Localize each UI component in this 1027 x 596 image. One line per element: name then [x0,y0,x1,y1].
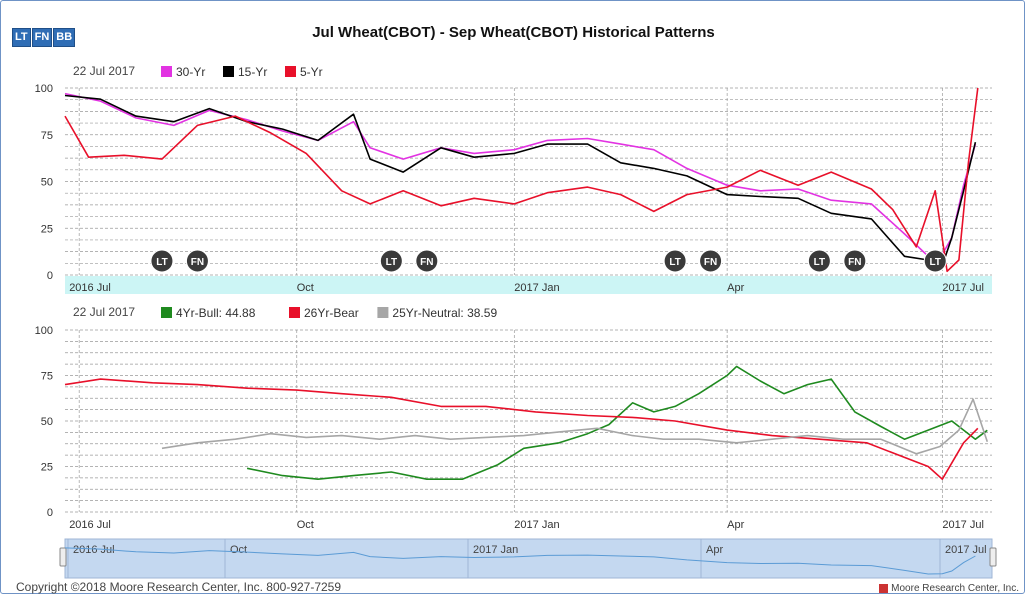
marker-label: LT [814,257,825,268]
y-tick-label: 75 [41,371,53,383]
x-tick-label: 2017 Jul [942,519,984,531]
y-tick-label: 25 [41,462,53,474]
navigator-line [64,547,976,575]
legend-label: 30-Yr [176,65,205,79]
legend-swatch [289,307,300,318]
x-tick-label: 2017 Jan [514,519,559,531]
y-tick-label: 100 [35,83,53,95]
marker-label: LT [930,257,941,268]
series-line-5-yr [64,87,979,273]
tab-fn[interactable]: FN [31,28,53,47]
x-tick-label: Apr [727,519,744,531]
marker-lt [663,249,687,273]
y-tick-label: 75 [41,130,53,142]
navigator-tick-label: Apr [706,544,723,556]
marker-lt [150,249,174,273]
navigator-handle-left [59,547,67,567]
brand-logo-icon [879,584,889,593]
x-tick-label: 2017 Jul [942,282,984,294]
legend-swatch [161,66,172,77]
marker-label: FN [420,257,433,268]
x-axis-band [65,276,992,294]
legend-swatch [161,307,172,318]
marker-lt [379,249,403,273]
series-line-26yr-bear [64,378,979,481]
y-tick-label: 50 [41,416,53,428]
copyright-text: Copyright ©2018 Moore Research Center, I… [16,580,342,594]
legend-label: 5-Yr [300,65,323,79]
marker-label: LT [386,257,397,268]
range-navigator: 2016 Jul Oct 2017 Jan Apr 2017 Jul [59,538,997,579]
legend-label: 4Yr-Bull: 44.88 [176,306,256,320]
y-tick-label: 25 [41,223,53,235]
charts-svg: 0 25 50 75 100 2016 Jul Oct 2017 Jan Apr 2017 Jul… [35,64,997,579]
y-tick-label: 50 [41,177,53,189]
x-tick-label: 2016 Jul [69,519,111,531]
legend-swatch [223,66,234,77]
tab-lt[interactable]: LT [12,28,31,47]
navigator-tick-label: 2017 Jan [473,544,518,556]
legend-label: 15-Yr [238,65,267,79]
marker-fn [843,249,867,273]
view-tabs: LT FN BB [12,28,76,47]
marker-label: FN [704,257,717,268]
marker-label: FN [848,257,861,268]
x-tick-label: Apr [727,282,744,294]
navigator-background [64,538,993,579]
marker-lt [923,249,947,273]
x-tick-label: 2016 Jul [69,282,111,294]
legend-date: 22 Jul 2017 [73,64,135,78]
brand-text: Moore Research Center, Inc. [891,583,1019,594]
navigator-tick-label: 2016 Jul [73,544,115,556]
y-tick-label: 100 [35,325,53,337]
brand-credit: Moore Research Center, Inc. [879,583,1019,594]
series-line-4yr-bull [246,365,988,481]
legend-label: 26Yr-Bear [304,306,359,320]
series-line-25yr-neutral [161,398,989,455]
legend-swatch [377,307,389,318]
x-tick-label: Oct [297,519,314,531]
y-tick-label: 0 [47,270,53,282]
marker-lt [807,249,831,273]
marker-label: LT [669,257,680,268]
marker-label: FN [191,257,204,268]
marker-label: LT [156,257,167,268]
navigator-handle-right [989,547,997,567]
legend-label: 25Yr-Neutral: 38.59 [392,306,497,320]
chart-title: Jul Wheat(CBOT) - Sep Wheat(CBOT) Histor… [312,24,715,41]
marker-fn [415,249,439,273]
y-tick-label: 0 [47,507,53,519]
chart-panel-2: 0 25 50 75 100 2016 Jul Oct 2017 Jan Apr 2017 Jul… [35,305,992,531]
legend-swatch [285,66,296,77]
x-tick-label: Oct [297,282,314,294]
x-tick-label: 2017 Jan [514,282,559,294]
legend-date: 22 Jul 2017 [73,305,135,319]
chart-panel-1: 0 25 50 75 100 2016 Jul Oct 2017 Jan Apr 2017 Jul… [35,64,992,294]
tab-bb[interactable]: BB [53,28,76,47]
marker-fn [185,249,209,273]
marker-fn [699,249,723,273]
navigator-tick-label: Oct [230,544,247,556]
navigator-tick-label: 2017 Jul [945,544,987,556]
